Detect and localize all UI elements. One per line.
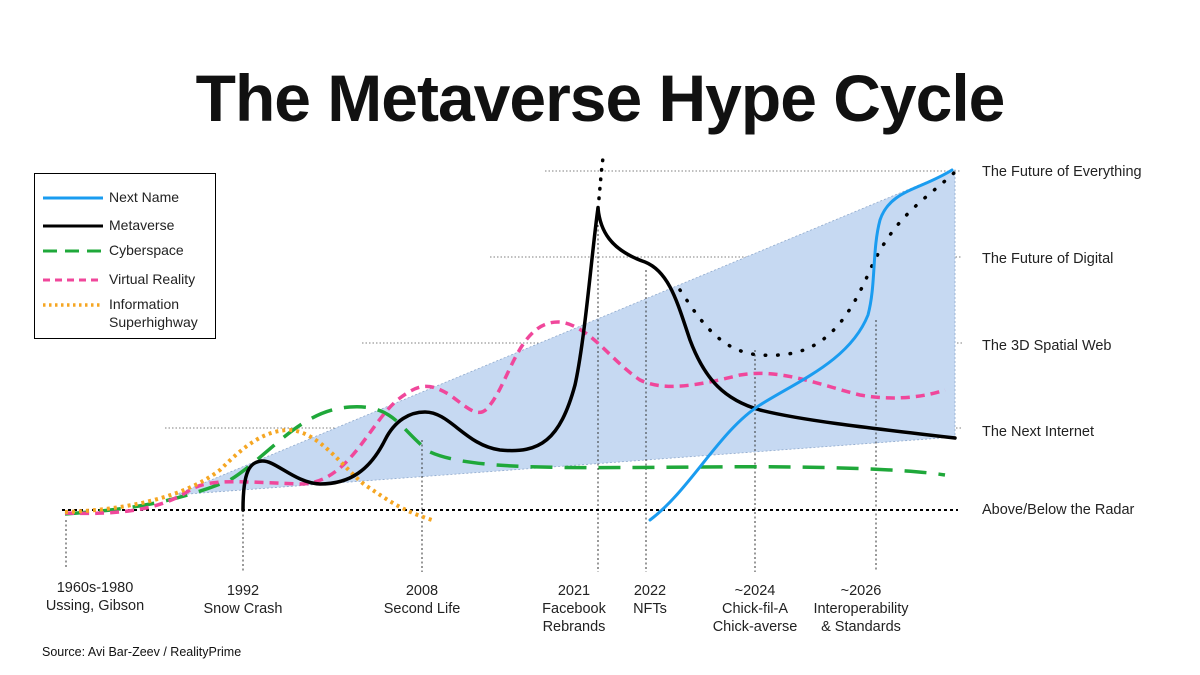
event-year: 2022	[633, 583, 667, 599]
hype-wedge-area	[174, 169, 956, 496]
event-year: 1992	[226, 583, 260, 599]
event-1960s-1980: 1960s-1980 Ussing, Gibson	[46, 579, 144, 615]
event-label: Snow Crash	[203, 601, 283, 617]
legend-label: Information Superhighway	[109, 296, 198, 330]
level-label-future-of-everything: The Future of Everything	[982, 164, 1142, 180]
series-next-name	[648, 168, 954, 522]
level-label-3d-spatial-web: The 3D Spatial Web	[982, 338, 1112, 354]
level-label-future-of-digital: The Future of Digital	[982, 251, 1114, 267]
legend-swatch-next-name	[43, 196, 103, 200]
event-label: Second Life	[383, 601, 461, 617]
legend-swatch-cyberspace	[43, 249, 103, 253]
event-year: 2008	[405, 583, 439, 599]
event-2026: ~2026 Interoperability & Standards	[811, 582, 911, 636]
level-label-above-below-radar: Above/Below the Radar	[982, 502, 1135, 518]
event-label: Ussing, Gibson	[45, 598, 145, 614]
series-cyberspace	[64, 405, 946, 516]
legend-swatch-virtual-reality	[43, 278, 103, 282]
legend-label: Metaverse	[109, 217, 175, 233]
legend-swatch-metaverse	[43, 224, 103, 228]
event-year: 2021	[557, 583, 591, 599]
event-2022: 2022 NFTs	[633, 582, 667, 618]
event-label: NFTs	[633, 601, 667, 617]
event-2021: 2021 Facebook Rebrands	[534, 582, 614, 636]
series-information-superhighway	[64, 427, 433, 522]
page-title: The Metaverse Hype Cycle	[195, 61, 1006, 135]
source-note: Source: Avi Bar-Zeev / RealityPrime	[42, 645, 242, 659]
event-year: ~2026	[840, 583, 882, 599]
event-year: 1960s-1980	[56, 580, 134, 596]
event-1992: 1992 Snow Crash	[204, 582, 283, 618]
legend: Next Name Metaverse Cyberspace Virtual R…	[34, 173, 216, 339]
event-label: Facebook Rebrands	[542, 601, 606, 635]
level-label-next-internet: The Next Internet	[982, 424, 1095, 440]
event-label: Interoperability & Standards	[813, 601, 909, 635]
legend-label: Virtual Reality	[109, 271, 196, 287]
legend-label: Next Name	[109, 189, 180, 205]
event-2024: ~2024 Chick-fil-A Chick-averse	[705, 582, 805, 636]
event-year: ~2024	[734, 583, 776, 599]
series-virtual-reality	[64, 320, 946, 516]
series-metaverse	[241, 207, 957, 512]
event-2008: 2008 Second Life	[384, 582, 461, 618]
legend-swatch-information-superhighway	[43, 303, 103, 307]
event-label: Chick-fil-A Chick-averse	[712, 601, 798, 635]
series-metaverse-projected-peak	[596, 156, 605, 210]
legend-label: Cyberspace	[109, 242, 184, 258]
